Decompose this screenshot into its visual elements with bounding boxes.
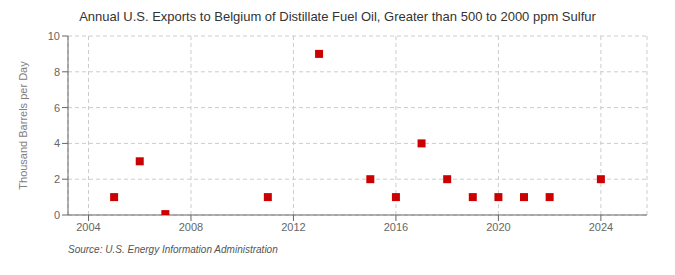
svg-text:2024: 2024	[589, 221, 613, 233]
svg-text:10: 10	[48, 30, 60, 42]
svg-text:0: 0	[54, 209, 60, 221]
svg-text:4: 4	[54, 137, 60, 149]
svg-text:2: 2	[54, 173, 60, 185]
svg-text:2016: 2016	[384, 221, 408, 233]
svg-text:2008: 2008	[179, 221, 203, 233]
svg-text:2020: 2020	[486, 221, 510, 233]
svg-text:8: 8	[54, 66, 60, 78]
svg-text:6: 6	[54, 102, 60, 114]
svg-text:2012: 2012	[281, 221, 305, 233]
svg-text:2004: 2004	[76, 221, 100, 233]
html-text:Annual U.S. Exports to Belgium: Annual U.S. Exports to Belgium of Distil…	[79, 9, 596, 24]
svg-text:Thousand Barrels per Day: Thousand Barrels per Day	[17, 61, 29, 190]
html-text:Source: U.S. Energy Informatio: Source: U.S. Energy Information Administ…	[68, 244, 278, 255]
